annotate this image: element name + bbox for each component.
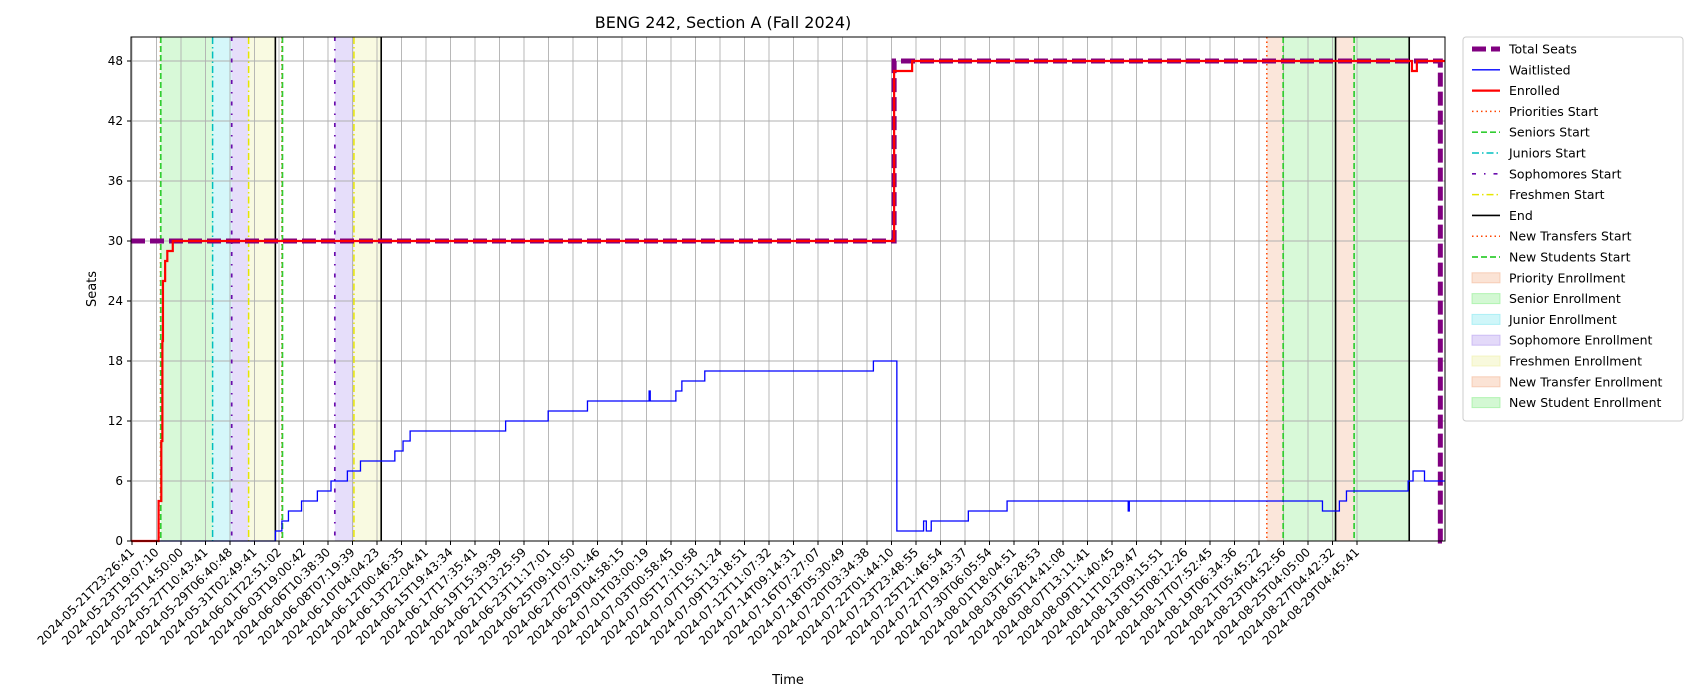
legend-label: New Transfers Start xyxy=(1509,229,1632,244)
grid-lines xyxy=(131,37,1445,542)
legend: Total Seats Waitlisted Enrolled Priorities … xyxy=(1462,36,1684,422)
phase-markers xyxy=(159,37,1411,541)
x-axis: 2024-05-21T23:26:412024-05-23T19:07:1020… xyxy=(35,541,1362,648)
legend-swatch-sophomore-enrollment xyxy=(1471,334,1501,346)
legend-label: Sophomore Enrollment xyxy=(1509,333,1653,348)
legend-label: Priority Enrollment xyxy=(1509,270,1626,285)
y-tick-label: 42 xyxy=(108,114,123,128)
y-tick-label: 48 xyxy=(108,54,123,68)
span-senior-enrollment xyxy=(160,37,213,541)
legend-label: New Student Enrollment xyxy=(1509,395,1661,410)
legend-swatch-senior-enrollment xyxy=(1471,293,1501,305)
legend-label: Total Seats xyxy=(1508,42,1577,57)
legend-label: New Transfer Enrollment xyxy=(1509,374,1663,389)
span-new-student-enrollment xyxy=(1283,37,1336,541)
span-sophomore-enrollment xyxy=(334,37,354,541)
y-tick-label: 24 xyxy=(108,294,123,308)
series-waitlisted xyxy=(131,360,1445,542)
series-enrolled xyxy=(131,59,1445,543)
chart-title: BENG 242, Section A (Fall 2024) xyxy=(595,13,852,32)
legend-label: Priorities Start xyxy=(1509,104,1598,119)
legend-label: End xyxy=(1509,208,1533,223)
legend-label: Senior Enrollment xyxy=(1509,291,1621,306)
span-freshmen-enrollment xyxy=(248,37,276,541)
y-tick-label: 30 xyxy=(108,234,123,248)
plot-frame xyxy=(130,36,1446,542)
legend-label: New Students Start xyxy=(1509,250,1631,265)
legend-swatch-new-student-enrollment xyxy=(1471,397,1501,409)
legend-swatch-junior-enrollment xyxy=(1471,313,1501,325)
legend-swatch-freshmen-enrollment xyxy=(1471,355,1501,367)
y-tick-label: 18 xyxy=(108,354,123,368)
legend-label: Sophomores Start xyxy=(1509,166,1622,181)
legend-swatch-priority-enrollment xyxy=(1471,272,1501,284)
span-new-transfer-enrollment xyxy=(1335,37,1355,541)
legend-label: Juniors Start xyxy=(1508,146,1586,161)
legend-label: Junior Enrollment xyxy=(1508,312,1617,327)
y-tick-label: 12 xyxy=(108,414,123,428)
span-junior-enrollment xyxy=(212,37,232,541)
enrollment-spans xyxy=(160,37,1410,541)
y-axis: 0 6 12 18 24 30 36 42 48 xyxy=(108,54,131,548)
y-tick-label: 6 xyxy=(115,474,123,488)
legend-label: Seniors Start xyxy=(1509,125,1590,140)
legend-label: Waitlisted xyxy=(1509,62,1571,77)
legend-label: Freshmen Start xyxy=(1509,187,1605,202)
y-tick-label: 0 xyxy=(115,534,123,548)
y-axis-label: Seats xyxy=(85,271,100,307)
legend-label: Enrolled xyxy=(1509,83,1560,98)
span-new-student-enrollment xyxy=(1354,37,1410,541)
x-axis-label: Time xyxy=(771,673,804,688)
span-new-transfer-enrollment xyxy=(1266,37,1284,541)
span-sophomore-enrollment xyxy=(231,37,249,541)
legend-label: Freshmen Enrollment xyxy=(1509,354,1642,369)
legend-swatch-new-transfer-enrollment xyxy=(1471,376,1501,388)
legend-frame xyxy=(1462,36,1684,422)
y-tick-label: 36 xyxy=(108,174,123,188)
